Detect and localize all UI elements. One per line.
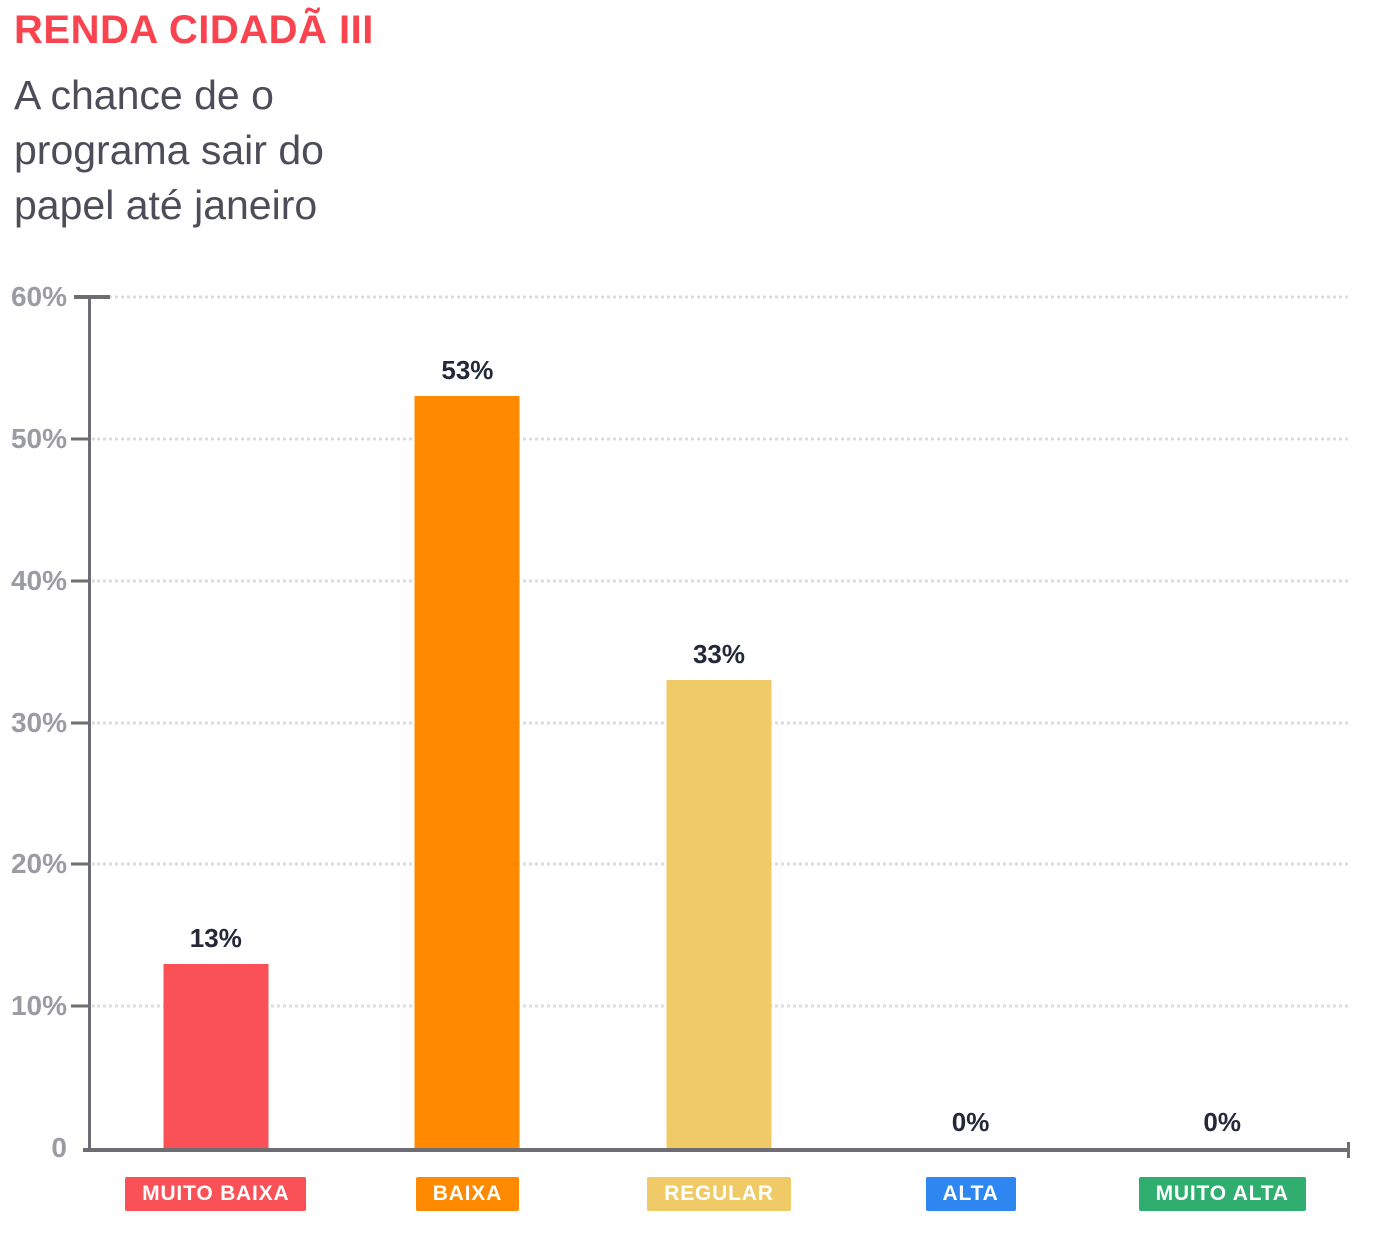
y-axis-tick [71,1004,90,1008]
category-badge-muito-alta: MUITO ALTA [1138,1177,1306,1211]
category-badges-row: MUITO BAIXA BAIXA REGULAR ALTA MUITO ALTA [90,1177,1348,1211]
y-axis-tick [71,862,90,866]
bar-value-label-baixa: 53% [441,355,494,386]
bar-regular [666,679,772,1148]
y-axis-tick [74,295,110,299]
bar-slot-muito-alta: 0% [1096,297,1348,1148]
bar-baixa [414,396,520,1148]
bar-value-label-muito-baixa: 13% [189,922,242,953]
category-badge-muito-baixa: MUITO BAIXA [125,1177,307,1211]
bars-container: 13% 53% 33% 0% 0% [90,297,1348,1148]
bar-value-label-regular: 33% [692,638,746,669]
chart-subtitle-line: programa sair do [14,127,324,173]
y-axis-tick [71,437,90,441]
x-axis-line [83,1142,1350,1158]
bar-value-label-muito-alta: 0% [1203,1107,1241,1137]
y-axis-line [88,297,91,1150]
chart-header: RENDA CIDADÃ III A chance de o programa … [14,8,374,233]
chart-subtitle-line: papel até janeiro [14,182,318,228]
y-axis-tick [71,579,90,583]
y-axis-tick-label: 10% [10,990,67,1022]
category-slot-muito-baixa: MUITO BAIXA [90,1177,342,1211]
bar-slot-baixa: 53% [342,297,594,1148]
category-badge-alta: ALTA [925,1177,1016,1211]
bar-muito-baixa [163,963,269,1148]
bar-chart-plot-area: 60% 50% 40% 30% 20% 10% 0 13% 53% 33% 0% 0% MUITO … [11,281,1350,1211]
gridline [92,579,1348,583]
category-badge-baixa: BAIXA [415,1177,520,1211]
category-slot-alta: ALTA [845,1177,1097,1211]
gridline [92,295,1348,299]
chart-title: RENDA CIDADÃ III [14,8,374,52]
category-badge-regular: REGULAR [647,1177,791,1211]
category-slot-baixa: BAIXA [342,1177,594,1211]
chart-subtitle: A chance de o programa sair do papel até… [14,68,374,233]
y-axis-tick-label: 60% [10,281,67,312]
y-axis-tick-label: 40% [10,564,67,596]
y-axis-tick-label: 30% [10,706,67,738]
category-slot-regular: REGULAR [593,1177,845,1211]
y-axis-tick-label: 50% [10,422,67,454]
category-slot-muito-alta: MUITO ALTA [1096,1177,1348,1211]
bar-slot-regular: 33% [593,297,845,1148]
y-axis-tick-label: 0 [51,1132,67,1163]
chart-subtitle-line: A chance de o [14,72,274,118]
bar-value-label-alta: 0% [951,1107,990,1137]
bar-slot-muito-baixa: 13% [90,297,342,1148]
y-axis-tick [71,721,90,724]
y-axis-tick-label: 20% [10,848,67,880]
gridline [92,437,1348,441]
bar-slot-alta: 0% [845,297,1097,1148]
